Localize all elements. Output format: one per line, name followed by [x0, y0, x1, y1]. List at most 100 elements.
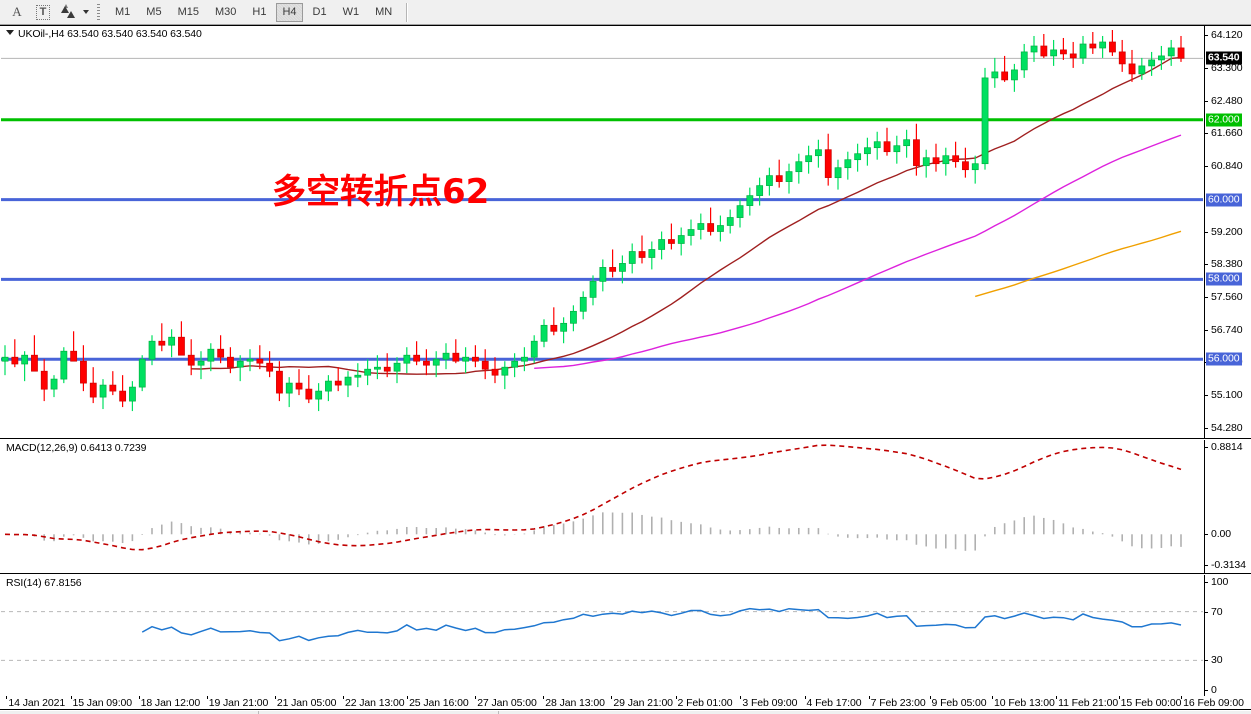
- time-axis-label: 21 Jan 05:00: [276, 697, 337, 709]
- price-axis-label: 56.740: [1211, 323, 1243, 336]
- candle: [873, 131, 881, 160]
- candle: [1148, 51, 1156, 76]
- level-badge[interactable]: 60.000: [1206, 193, 1242, 207]
- candle: [1069, 41, 1077, 68]
- candle: [1020, 43, 1028, 78]
- timeframe-label: M30: [214, 6, 237, 18]
- candle: [501, 361, 509, 390]
- timeframe-h1[interactable]: H1: [246, 3, 272, 22]
- candle: [785, 163, 793, 194]
- timeframe-m1[interactable]: M1: [109, 3, 136, 22]
- time-axis-label: 14 Jan 2021: [8, 697, 66, 709]
- level-badge[interactable]: 56.000: [1206, 352, 1242, 366]
- candle: [1109, 29, 1116, 56]
- time-axis-label: 4 Feb 17:00: [806, 697, 862, 709]
- macd-axis[interactable]: 0.8814 0.00 -0.3134: [1204, 440, 1251, 573]
- time-axis-label: 11 Feb 21:00: [1058, 697, 1119, 709]
- candle: [932, 143, 940, 172]
- timeframe-m30[interactable]: M30: [209, 3, 242, 22]
- candle: [1158, 45, 1165, 70]
- timeframe-mn[interactable]: MN: [369, 3, 398, 22]
- candle: [423, 349, 430, 376]
- text-tool-button[interactable]: A: [5, 2, 29, 23]
- level-badge[interactable]: 62.000: [1206, 113, 1242, 127]
- time-axis-label: 22 Jan 13:00: [344, 697, 405, 709]
- candle: [266, 351, 274, 378]
- price-axis-label: 54.280: [1211, 421, 1243, 434]
- candle: [374, 355, 381, 380]
- timeframe-w1[interactable]: W1: [337, 3, 366, 22]
- candle: [1118, 39, 1126, 72]
- candle: [648, 241, 656, 270]
- candle: [236, 355, 244, 382]
- timeframe-d1[interactable]: D1: [307, 3, 333, 22]
- label-tool-button[interactable]: T: [31, 2, 55, 23]
- price-plot-area[interactable]: [1, 26, 1203, 439]
- level-badge[interactable]: 58.000: [1206, 272, 1242, 286]
- timeframe-m15[interactable]: M15: [172, 3, 205, 22]
- timeframe-label: M5: [146, 6, 162, 18]
- price-axis-label: 58.380: [1211, 258, 1243, 271]
- timeframe-label: M15: [177, 6, 199, 18]
- time-axis-label: 10 Feb 13:00: [994, 697, 1055, 709]
- price-axis-label: 55.100: [1211, 389, 1243, 402]
- price-axis-label: 64.120: [1211, 29, 1243, 42]
- toolbar-grip[interactable]: [97, 3, 100, 21]
- candle: [766, 167, 773, 196]
- candle: [393, 357, 401, 384]
- time-axis[interactable]: 14 Jan 2021 15 Jan 09:00 18 Jan 12:00 19 Ja…: [0, 696, 1251, 710]
- time-axis-label: 29 Jan 21:00: [613, 697, 673, 709]
- candle: [50, 375, 58, 398]
- time-tick: [138, 696, 140, 699]
- candle: [491, 357, 499, 384]
- current-price-badge: 63.540: [1206, 51, 1242, 65]
- rsi-plot-area[interactable]: [1, 575, 1203, 697]
- timeframe-label: H4: [282, 6, 297, 18]
- time-axis-label: 25 Jan 16:00: [409, 697, 469, 709]
- price-axis[interactable]: 64.120 63.300 62.480 61.660 60.840 59.200 58.3…: [1204, 26, 1251, 438]
- axis-tick: [1205, 329, 1208, 331]
- candle: [276, 361, 283, 402]
- candle: [530, 335, 538, 364]
- candle: [952, 141, 960, 168]
- candle: [21, 351, 29, 382]
- time-tick: [6, 696, 8, 699]
- rsi-pane[interactable]: 100 70 30 0 RSI(14) 67.8156: [0, 575, 1251, 697]
- candle: [148, 335, 156, 366]
- rsi-axis[interactable]: 100 70 30 0: [1204, 575, 1251, 697]
- axis-tick: [1205, 690, 1208, 691]
- candle: [717, 215, 724, 242]
- timeframe-group: M1 M5 M15 M30 H1 H4 D1 W1 MN: [107, 2, 400, 22]
- rsi-axis-label: 0: [1211, 684, 1217, 696]
- candle: [403, 347, 411, 374]
- candle: [325, 375, 332, 402]
- pane-collapse-icon[interactable]: [6, 30, 14, 35]
- macd-chart: [4, 444, 1182, 551]
- price-axis-label: 57.560: [1211, 290, 1243, 303]
- timeframe-label: MN: [375, 6, 393, 18]
- time-axis-label: 27 Jan 05:00: [477, 697, 537, 709]
- candle: [1, 345, 9, 376]
- chart-frame[interactable]: 64.120 63.300 62.480 61.660 60.840 59.200 58.3…: [0, 25, 1251, 697]
- time-tick: [992, 696, 994, 699]
- price-pane[interactable]: 64.120 63.300 62.480 61.660 60.840 59.200 58.3…: [0, 26, 1251, 439]
- timeframe-h4[interactable]: H4: [276, 2, 303, 22]
- macd-pane[interactable]: 0.8814 0.00 -0.3134 MACD(12,26,9) 0.6413 0…: [0, 440, 1251, 574]
- timeframe-m5[interactable]: M5: [140, 3, 167, 22]
- chevron-down-icon[interactable]: [83, 10, 89, 14]
- candle: [1011, 63, 1018, 92]
- objects-tool-button[interactable]: [57, 2, 81, 23]
- axis-tick: [1205, 582, 1208, 583]
- candle: [452, 339, 460, 364]
- timeframe-label: H1: [252, 6, 267, 18]
- time-tick: [475, 696, 477, 699]
- candle: [109, 371, 117, 396]
- candle: [187, 339, 195, 376]
- candle: [31, 335, 38, 372]
- axis-tick: [1205, 565, 1208, 567]
- candle: [481, 349, 489, 380]
- axis-tick: [1205, 427, 1208, 429]
- macd-plot-area[interactable]: [1, 440, 1203, 574]
- axis-tick: [1205, 534, 1208, 536]
